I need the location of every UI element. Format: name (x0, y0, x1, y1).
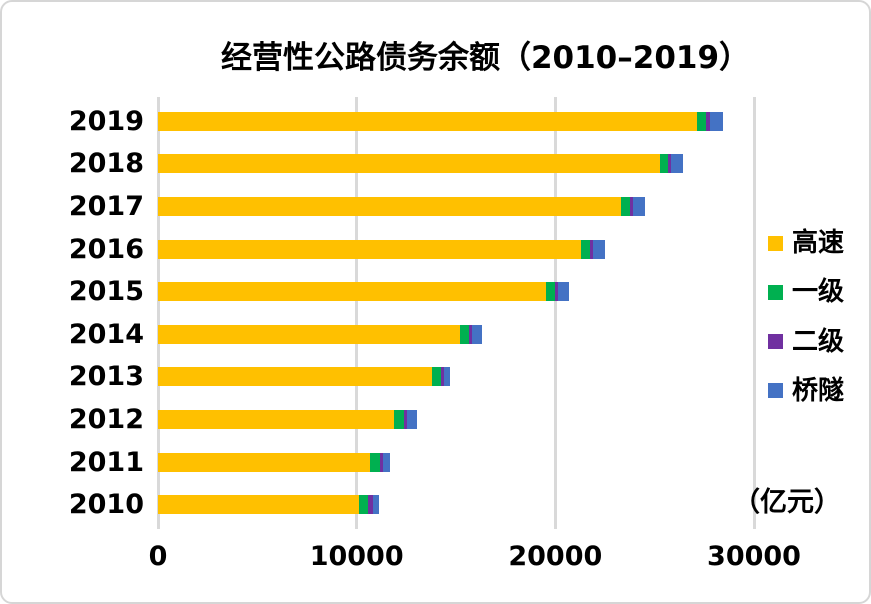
y-tick-label-2019: 2019 (68, 105, 144, 137)
bar-segment-class1-road-2015 (545, 282, 555, 302)
legend-label-bridge-tunnel: 桥隧 (792, 375, 845, 406)
bar-segment-bridge-tunnel-2015 (557, 282, 569, 302)
unit-label: （亿元） (733, 487, 841, 518)
bar-segment-class2-road-2016 (590, 239, 594, 259)
bar-segment-class2-road-2012 (403, 410, 408, 429)
legend-swatch-class2-road (768, 334, 783, 350)
x-tick-label-10000: 10000 (309, 541, 404, 572)
y-tick-label-2017: 2017 (68, 191, 144, 222)
bar-segment-bridge-tunnel-2018 (671, 154, 684, 174)
bar-segment-class1-road-2016 (581, 239, 591, 259)
bar-segment-bridge-tunnel-2010 (372, 495, 380, 515)
bar-segment-bridge-tunnel-2011 (382, 452, 391, 472)
bar-row-2016 (158, 239, 606, 259)
legend-item-class2-road: 二级 (768, 327, 844, 357)
y-tick-label-2010: 2010 (68, 489, 144, 521)
bar-row-2011 (158, 452, 391, 472)
bar-segment-class1-road-2014 (459, 324, 469, 344)
bar-segment-expressway-2010 (158, 495, 360, 515)
y-tick-label-2015: 2015 (68, 276, 144, 308)
legend-swatch-expressway (768, 235, 783, 251)
bar-segment-expressway-2018 (158, 154, 661, 174)
legend-swatch-class1-road (768, 284, 783, 300)
y-tick-label-2018: 2018 (68, 148, 144, 180)
bar-segment-expressway-2013 (158, 367, 432, 387)
legend-item-bridge-tunnel: 桥隧 (768, 376, 844, 406)
legend-label-class2-road: 二级 (792, 326, 845, 357)
legend-swatch-bridge-tunnel (768, 383, 783, 399)
bar-segment-bridge-tunnel-2013 (443, 367, 451, 387)
bar-row-2017 (158, 197, 645, 216)
bar-segment-expressway-2015 (158, 282, 546, 302)
gridline (156, 97, 160, 529)
bar-row-2014 (158, 324, 483, 344)
gridline (355, 97, 359, 529)
bar-segment-expressway-2011 (158, 452, 370, 472)
y-tick-label-2016: 2016 (68, 233, 144, 265)
bar-row-2019 (158, 111, 723, 131)
legend-label-expressway: 高速 (792, 228, 845, 258)
x-tick-label-30000: 30000 (707, 541, 801, 572)
bar-segment-class1-road-2017 (620, 197, 630, 216)
bar-row-2018 (158, 154, 684, 174)
bar-segment-class2-road-2014 (468, 324, 473, 344)
bar-segment-bridge-tunnel-2019 (709, 111, 723, 131)
bar-row-2012 (158, 410, 418, 429)
bar-segment-bridge-tunnel-2012 (407, 410, 418, 429)
bar-segment-class1-road-2018 (660, 154, 669, 174)
bar-segment-bridge-tunnel-2017 (632, 197, 645, 216)
bar-segment-expressway-2019 (158, 111, 698, 131)
bar-segment-class1-road-2013 (431, 367, 441, 387)
bar-segment-expressway-2014 (158, 324, 460, 344)
bar-segment-class2-road-2017 (629, 197, 633, 216)
chart-title: 经营性公路债务余额（2010–2019） (220, 40, 751, 76)
bar-segment-class2-road-2015 (554, 282, 558, 302)
y-tick-label-2011: 2011 (68, 446, 144, 478)
bar-segment-expressway-2017 (158, 197, 621, 216)
bar-row-2015 (158, 282, 569, 302)
x-tick-label-20000: 20000 (508, 541, 603, 572)
gridline (752, 97, 756, 529)
y-tick-label-2014: 2014 (68, 318, 144, 350)
legend-label-class1-road: 一级 (792, 277, 845, 308)
x-tick-label-0: 0 (148, 541, 168, 572)
bar-segment-class1-road-2019 (697, 111, 707, 131)
bar-segment-bridge-tunnel-2016 (593, 239, 606, 259)
bar-segment-expressway-2016 (158, 239, 582, 259)
bar-segment-class1-road-2011 (369, 452, 380, 472)
plot-area (156, 97, 756, 529)
legend-item-class1-road: 一级 (768, 277, 844, 307)
bar-segment-class2-road-2018 (668, 154, 672, 174)
bar-segment-class1-road-2010 (359, 495, 369, 515)
y-tick-label-2012: 2012 (68, 404, 144, 435)
bar-segment-expressway-2012 (158, 410, 395, 429)
legend-item-expressway: 高速 (768, 228, 844, 258)
bar-segment-class1-road-2012 (394, 410, 404, 429)
bar-row-2013 (158, 367, 451, 387)
bar-segment-class2-road-2010 (368, 495, 373, 515)
bar-segment-bridge-tunnel-2014 (472, 324, 483, 344)
bar-row-2010 (158, 495, 380, 515)
bar-segment-class2-road-2013 (440, 367, 444, 387)
gridline (553, 97, 557, 529)
bar-segment-class2-road-2019 (706, 111, 710, 131)
bar-segment-class2-road-2011 (379, 452, 383, 472)
y-tick-label-2013: 2013 (68, 361, 144, 393)
